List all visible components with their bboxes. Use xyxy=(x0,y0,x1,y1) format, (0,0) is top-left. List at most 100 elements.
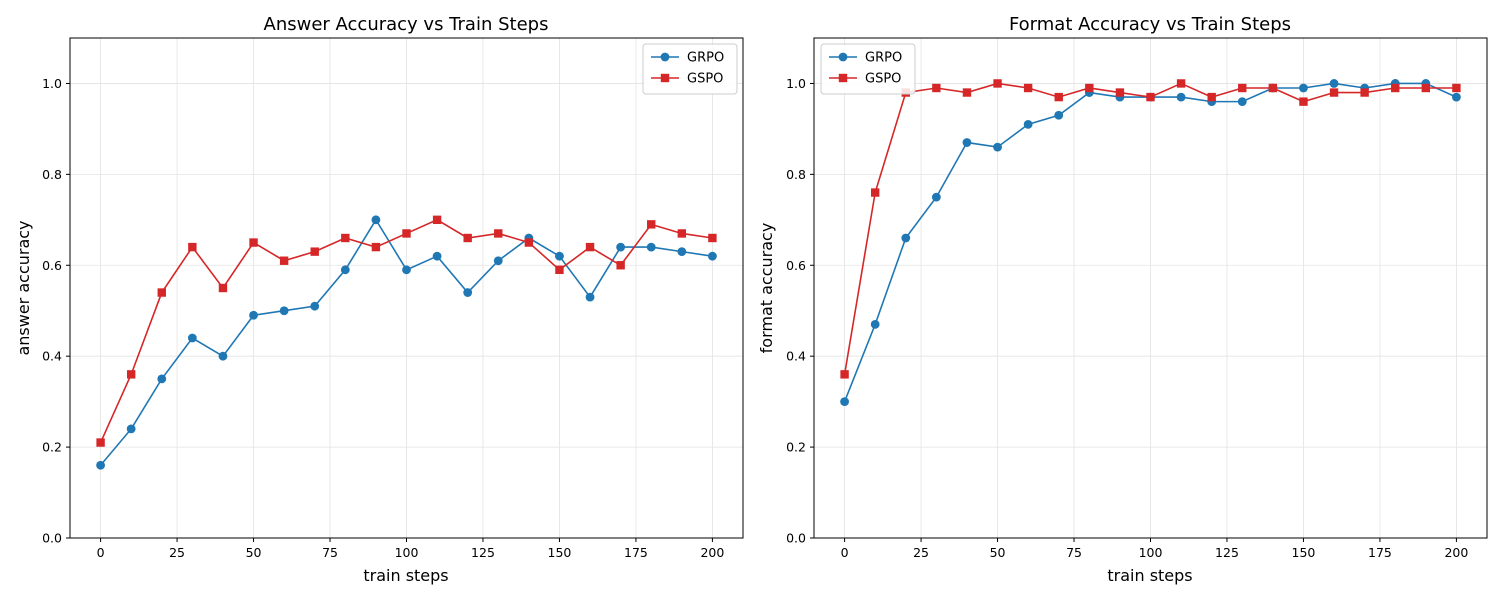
y-tick-label: 0.4 xyxy=(786,349,806,364)
legend-label: GSPO xyxy=(687,72,723,87)
data-point xyxy=(494,229,503,238)
data-point xyxy=(931,192,941,202)
data-point xyxy=(840,397,849,407)
data-point xyxy=(708,233,717,243)
x-tick-label: 50 xyxy=(246,545,262,560)
data-point xyxy=(463,233,472,243)
x-tick-label: 75 xyxy=(1066,545,1082,560)
data-point xyxy=(1146,92,1155,102)
data-point xyxy=(1115,88,1125,97)
data-point xyxy=(646,242,656,252)
data-point xyxy=(585,242,595,252)
legend: GRPO GSPO xyxy=(820,43,916,95)
data-point xyxy=(1329,79,1339,88)
legend-marker xyxy=(660,73,670,83)
data-point xyxy=(840,370,849,379)
legend-marker xyxy=(660,52,670,62)
y-tick-label: 0.6 xyxy=(42,258,62,273)
data-point xyxy=(279,306,289,316)
y-tick-label: 1.0 xyxy=(42,76,62,91)
x-tick-label: 175 xyxy=(624,545,648,560)
legend-label: GSPO xyxy=(865,72,901,87)
data-point xyxy=(677,229,687,238)
data-point xyxy=(1421,83,1431,93)
x-tick-label: 200 xyxy=(1444,545,1468,560)
x-tick-label: 25 xyxy=(169,545,185,560)
data-point xyxy=(993,142,1002,152)
y-axis-ticks: 0.0 0.2 0.4 0.6 0.8 1.0 xyxy=(786,76,814,546)
chart-title: Answer Accuracy vs Train Steps xyxy=(264,14,549,35)
x-axis-label: train steps xyxy=(363,566,448,585)
y-tick-label: 0.8 xyxy=(786,167,806,182)
x-tick-label: 150 xyxy=(548,545,572,560)
legend-label: GRPO xyxy=(687,51,724,66)
data-point xyxy=(647,220,656,229)
data-point xyxy=(187,333,197,343)
data-point xyxy=(1452,83,1461,93)
data-point xyxy=(1054,110,1064,120)
data-point xyxy=(1268,83,1278,93)
x-tick-label: 150 xyxy=(1292,545,1316,560)
data-point xyxy=(218,351,228,361)
data-point xyxy=(1237,97,1247,107)
data-point xyxy=(1360,88,1369,97)
legend-item-grpo: GRPO xyxy=(651,51,724,66)
data-point xyxy=(901,233,911,243)
x-tick-label: 200 xyxy=(700,545,724,560)
data-point xyxy=(677,247,687,257)
chart-answer-accuracy: Answer Accuracy vs Train Steps train ste… xyxy=(14,14,744,585)
data-point xyxy=(493,256,503,266)
legend-item-gspo: GSPO xyxy=(829,72,901,87)
data-point xyxy=(1299,83,1308,93)
data-point xyxy=(616,242,626,252)
data-point xyxy=(96,460,105,470)
x-tick-label: 75 xyxy=(322,545,338,560)
data-point xyxy=(371,242,381,252)
data-point xyxy=(432,215,442,225)
data-point xyxy=(1329,88,1339,97)
x-tick-label: 100 xyxy=(395,545,419,560)
data-point xyxy=(341,233,350,243)
data-point xyxy=(1176,92,1186,102)
x-tick-label: 175 xyxy=(1368,545,1392,560)
data-point xyxy=(1238,83,1247,93)
data-point xyxy=(157,374,167,384)
x-tick-label: 0 xyxy=(97,545,105,560)
data-point xyxy=(524,238,534,247)
data-point xyxy=(1452,92,1461,102)
y-tick-label: 0.2 xyxy=(42,440,62,455)
data-point xyxy=(1176,79,1186,88)
data-point xyxy=(340,265,350,275)
data-point xyxy=(1054,92,1063,102)
data-point xyxy=(218,283,228,293)
data-point xyxy=(1023,119,1033,129)
x-axis-label: train steps xyxy=(1107,566,1192,585)
legend: GRPO GSPO xyxy=(642,43,738,95)
data-point xyxy=(962,88,972,97)
y-tick-label: 0.6 xyxy=(786,258,806,273)
data-point xyxy=(1023,83,1033,93)
data-point xyxy=(870,188,880,197)
data-point xyxy=(463,288,473,297)
data-point xyxy=(402,229,411,238)
x-tick-label: 50 xyxy=(990,545,1006,560)
data-point xyxy=(585,292,595,302)
data-point xyxy=(157,288,166,297)
data-point xyxy=(371,215,381,225)
chart-format-accuracy: Format Accuracy vs Train Steps train ste… xyxy=(757,14,1488,585)
y-tick-label: 1.0 xyxy=(786,76,806,91)
y-axis-ticks: 0.0 0.2 0.4 0.6 0.8 1.0 xyxy=(42,76,70,546)
x-tick-label: 125 xyxy=(471,545,495,560)
data-point xyxy=(932,83,941,93)
data-point xyxy=(870,319,880,329)
data-point xyxy=(126,370,136,379)
x-tick-label: 100 xyxy=(1139,545,1163,560)
data-point xyxy=(96,438,105,447)
legend-item-gspo: GSPO xyxy=(651,72,723,87)
data-point xyxy=(616,261,625,270)
y-tick-label: 0.4 xyxy=(42,349,62,364)
data-point xyxy=(1207,92,1216,102)
series-gspo xyxy=(840,79,1461,379)
